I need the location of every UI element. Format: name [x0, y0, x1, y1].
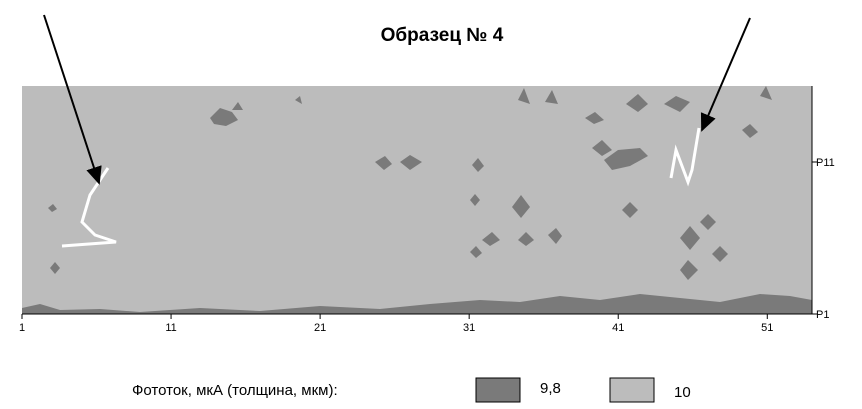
x-tick-label: 51	[761, 322, 773, 334]
y-tick-label: P1	[816, 309, 829, 321]
x-tick-label: 41	[612, 322, 624, 334]
region	[760, 86, 772, 100]
plot-area	[22, 86, 812, 314]
region	[712, 246, 728, 262]
legend-label: 10	[674, 384, 691, 401]
region	[545, 90, 558, 104]
arrow	[43, 14, 102, 185]
region	[512, 195, 530, 218]
region	[482, 232, 500, 246]
x-tick-label: 21	[314, 322, 326, 334]
x-tick-label: 11	[165, 322, 176, 334]
legend-label: 9,8	[540, 380, 561, 397]
region	[472, 158, 484, 172]
curve	[61, 167, 117, 248]
x-tick-label: 31	[463, 322, 475, 334]
legend-swatch	[609, 377, 655, 403]
region	[470, 246, 482, 258]
plot-background	[22, 86, 812, 314]
region	[700, 214, 716, 230]
region	[592, 140, 612, 156]
region	[518, 88, 530, 104]
region	[585, 112, 604, 124]
region	[518, 232, 534, 246]
curve	[669, 127, 701, 187]
x-tick-label: 1	[19, 322, 25, 334]
region	[680, 260, 698, 280]
region	[622, 202, 638, 218]
chart-title: Образец № 4	[381, 25, 504, 46]
y-tick-label: P11	[816, 157, 835, 169]
region	[742, 124, 758, 138]
legend-swatch	[475, 377, 521, 403]
region	[50, 262, 60, 274]
region	[375, 156, 392, 170]
region	[548, 228, 562, 244]
region	[626, 94, 648, 112]
region	[295, 96, 302, 104]
region	[664, 96, 690, 112]
region	[22, 294, 812, 314]
regions	[22, 86, 812, 314]
region	[48, 204, 57, 212]
region	[210, 108, 238, 126]
region	[604, 148, 648, 170]
region	[470, 194, 480, 206]
region	[232, 102, 243, 110]
arrow	[700, 17, 751, 132]
region	[400, 155, 422, 170]
legend-title: Фототок, мкА (толщина, мкм):	[132, 382, 338, 399]
region	[680, 226, 700, 250]
